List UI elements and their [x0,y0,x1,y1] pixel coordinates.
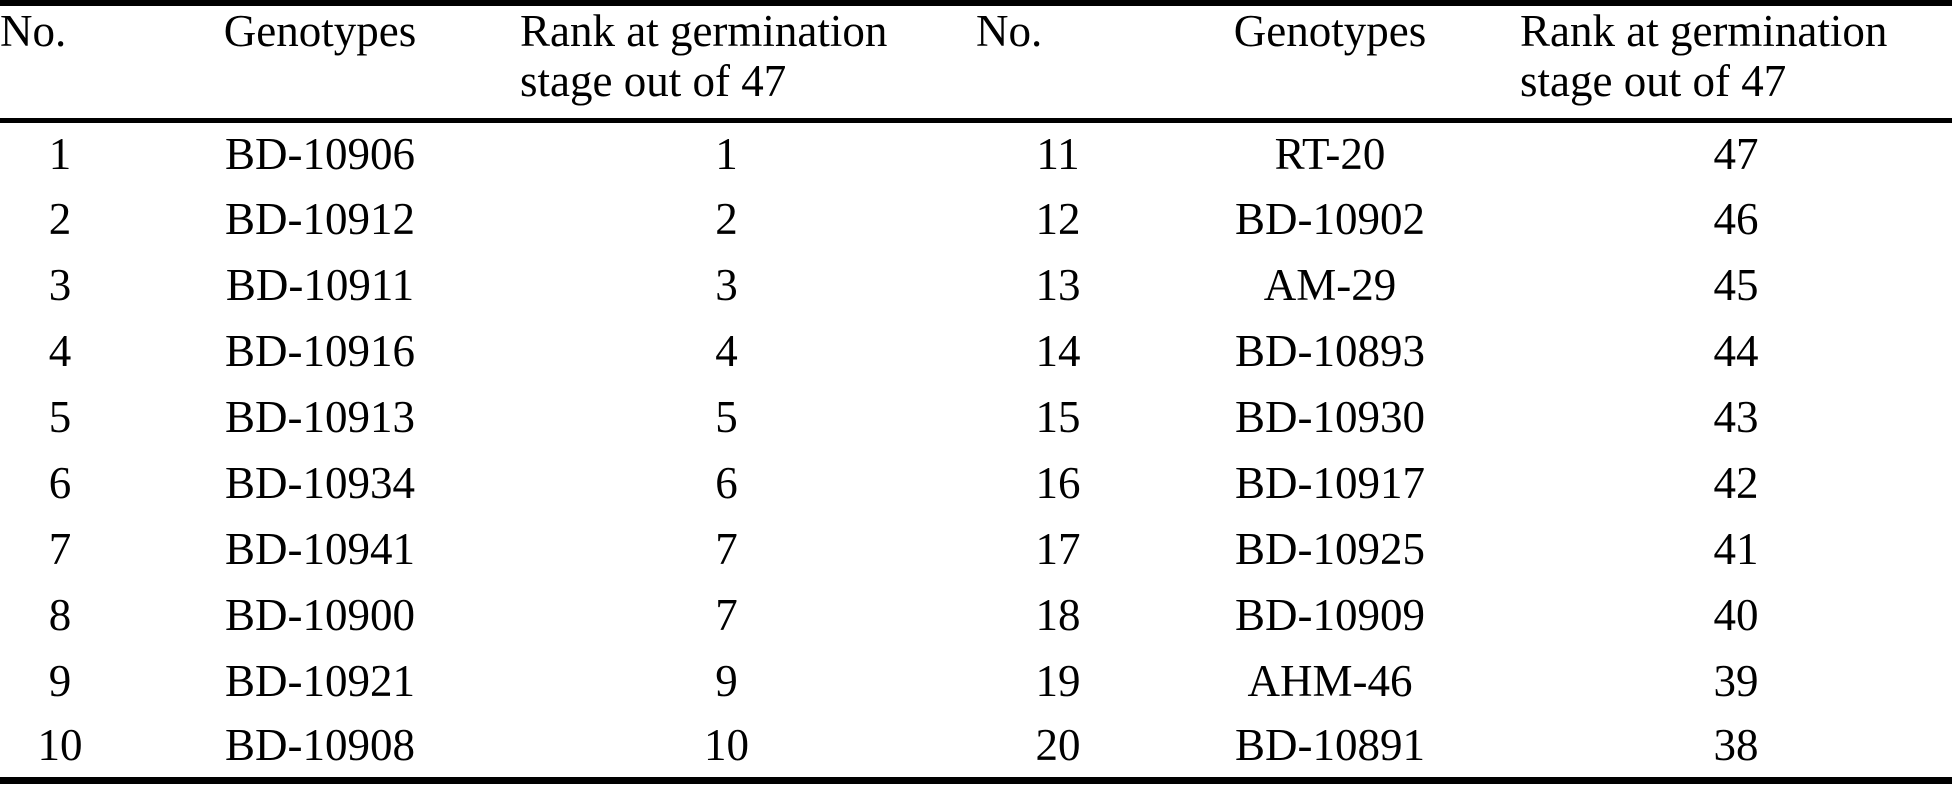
spacer-cell [933,252,976,318]
header-rank-right-line1: Rank at germination [1520,6,1888,56]
genotype-cell: BD-10908 [225,720,415,771]
no-cell: 2 [48,194,72,244]
rank-cell: 40 [1713,590,1759,640]
genotype-cell: BD-10906 [225,129,415,180]
header-no-left: No. [0,3,120,123]
rank-cell: 41 [1713,524,1759,574]
table-row: 10 BD-10908 10 20 BD-10891 38 [0,714,1952,780]
header-rank-left-line1: Rank at germination [520,6,888,56]
no-cell: 16 [1035,458,1081,508]
rank-cell: 45 [1713,260,1759,310]
no-cell: 11 [1036,129,1080,180]
table-row: 5 BD-10913 5 15 BD-10930 43 [0,384,1952,450]
no-cell: 6 [48,458,72,508]
no-cell: 3 [48,260,72,310]
rank-cell: 39 [1713,656,1759,706]
genotype-cell: AHM-46 [1247,656,1413,706]
header-spacer [933,3,976,123]
no-cell: 1 [48,129,72,180]
rank-cell: 10 [704,720,749,771]
rank-cell: 4 [715,326,738,376]
no-cell: 8 [48,590,72,640]
header-rank-right-line2: stage out of 47 [1520,56,1787,107]
rank-cell: 7 [715,524,738,574]
rank-cell: 38 [1713,720,1759,771]
table-row: 4 BD-10916 4 14 BD-10893 44 [0,318,1952,384]
table-row: 9 BD-10921 9 19 AHM-46 39 [0,648,1952,714]
spacer-cell [933,516,976,582]
genotype-cell: BD-10925 [1235,524,1425,574]
no-cell: 17 [1035,524,1081,574]
no-cell: 12 [1035,194,1081,244]
no-cell: 5 [48,392,72,442]
spacer-cell [933,714,976,780]
no-cell: 9 [48,656,72,706]
genotype-cell: BD-10917 [1235,458,1425,508]
header-rank-left: Rank at germination stage out of 47 [520,3,933,123]
table-row: 6 BD-10934 6 16 BD-10917 42 [0,450,1952,516]
rank-cell: 2 [715,194,738,244]
no-cell: 20 [1035,720,1081,771]
rank-cell: 7 [715,590,738,640]
genotype-cell: BD-10941 [225,524,415,574]
genotype-cell: BD-10934 [225,458,415,508]
header-genotypes-left: Genotypes [120,3,520,123]
header-rank-left-line2: stage out of 47 [520,56,787,107]
no-cell: 7 [48,524,72,574]
genotype-cell: BD-10930 [1235,392,1425,442]
spacer-cell [933,582,976,648]
no-cell: 4 [48,326,72,376]
no-cell: 19 [1035,656,1081,706]
genotype-cell: AM-29 [1263,260,1397,310]
table-row: 8 BD-10900 7 18 BD-10909 40 [0,582,1952,648]
table-row: 3 BD-10911 3 13 AM-29 45 [0,252,1952,318]
rank-cell: 47 [1713,129,1759,180]
genotype-cell: RT-20 [1274,129,1386,180]
rank-cell: 9 [715,656,738,706]
rank-cell: 44 [1713,326,1759,376]
no-cell: 13 [1035,260,1081,310]
spacer-cell [933,120,976,186]
genotype-cell: BD-10900 [225,590,415,640]
table-row: 7 BD-10941 7 17 BD-10925 41 [0,516,1952,582]
spacer-cell [933,450,976,516]
header-row: No. Genotypes Rank at germination stage … [0,3,1952,123]
header-no-right: No. [976,3,1140,123]
spacer-cell [933,384,976,450]
no-cell: 18 [1035,590,1081,640]
genotype-cell: BD-10911 [225,260,415,310]
spacer-cell [933,318,976,384]
genotype-cell: BD-10912 [225,194,415,244]
rank-cell: 5 [715,392,738,442]
genotype-cell: BD-10893 [1235,326,1425,376]
rank-cell: 3 [715,260,738,310]
no-cell: 14 [1035,326,1081,376]
header-genotypes-right: Genotypes [1140,3,1520,123]
table-row: 1 BD-10906 1 11 RT-20 47 [0,120,1952,186]
genotype-cell: BD-10921 [225,656,415,706]
rank-cell: 43 [1713,392,1759,442]
rank-cell: 42 [1713,458,1759,508]
no-cell: 10 [37,720,83,771]
no-cell: 15 [1035,392,1081,442]
genotype-cell: BD-10916 [225,326,415,376]
genotype-cell: BD-10913 [225,392,415,442]
spacer-cell [933,186,976,252]
spacer-cell [933,648,976,714]
genotype-cell: BD-10909 [1235,590,1425,640]
genotype-cell: BD-10902 [1235,194,1425,244]
genotype-cell: BD-10891 [1235,720,1425,771]
header-rank-right: Rank at germination stage out of 47 [1520,3,1952,123]
rank-cell: 1 [715,129,738,180]
table-row: 2 BD-10912 2 12 BD-10902 46 [0,186,1952,252]
rank-cell: 46 [1713,194,1759,244]
rank-cell: 6 [715,458,738,508]
